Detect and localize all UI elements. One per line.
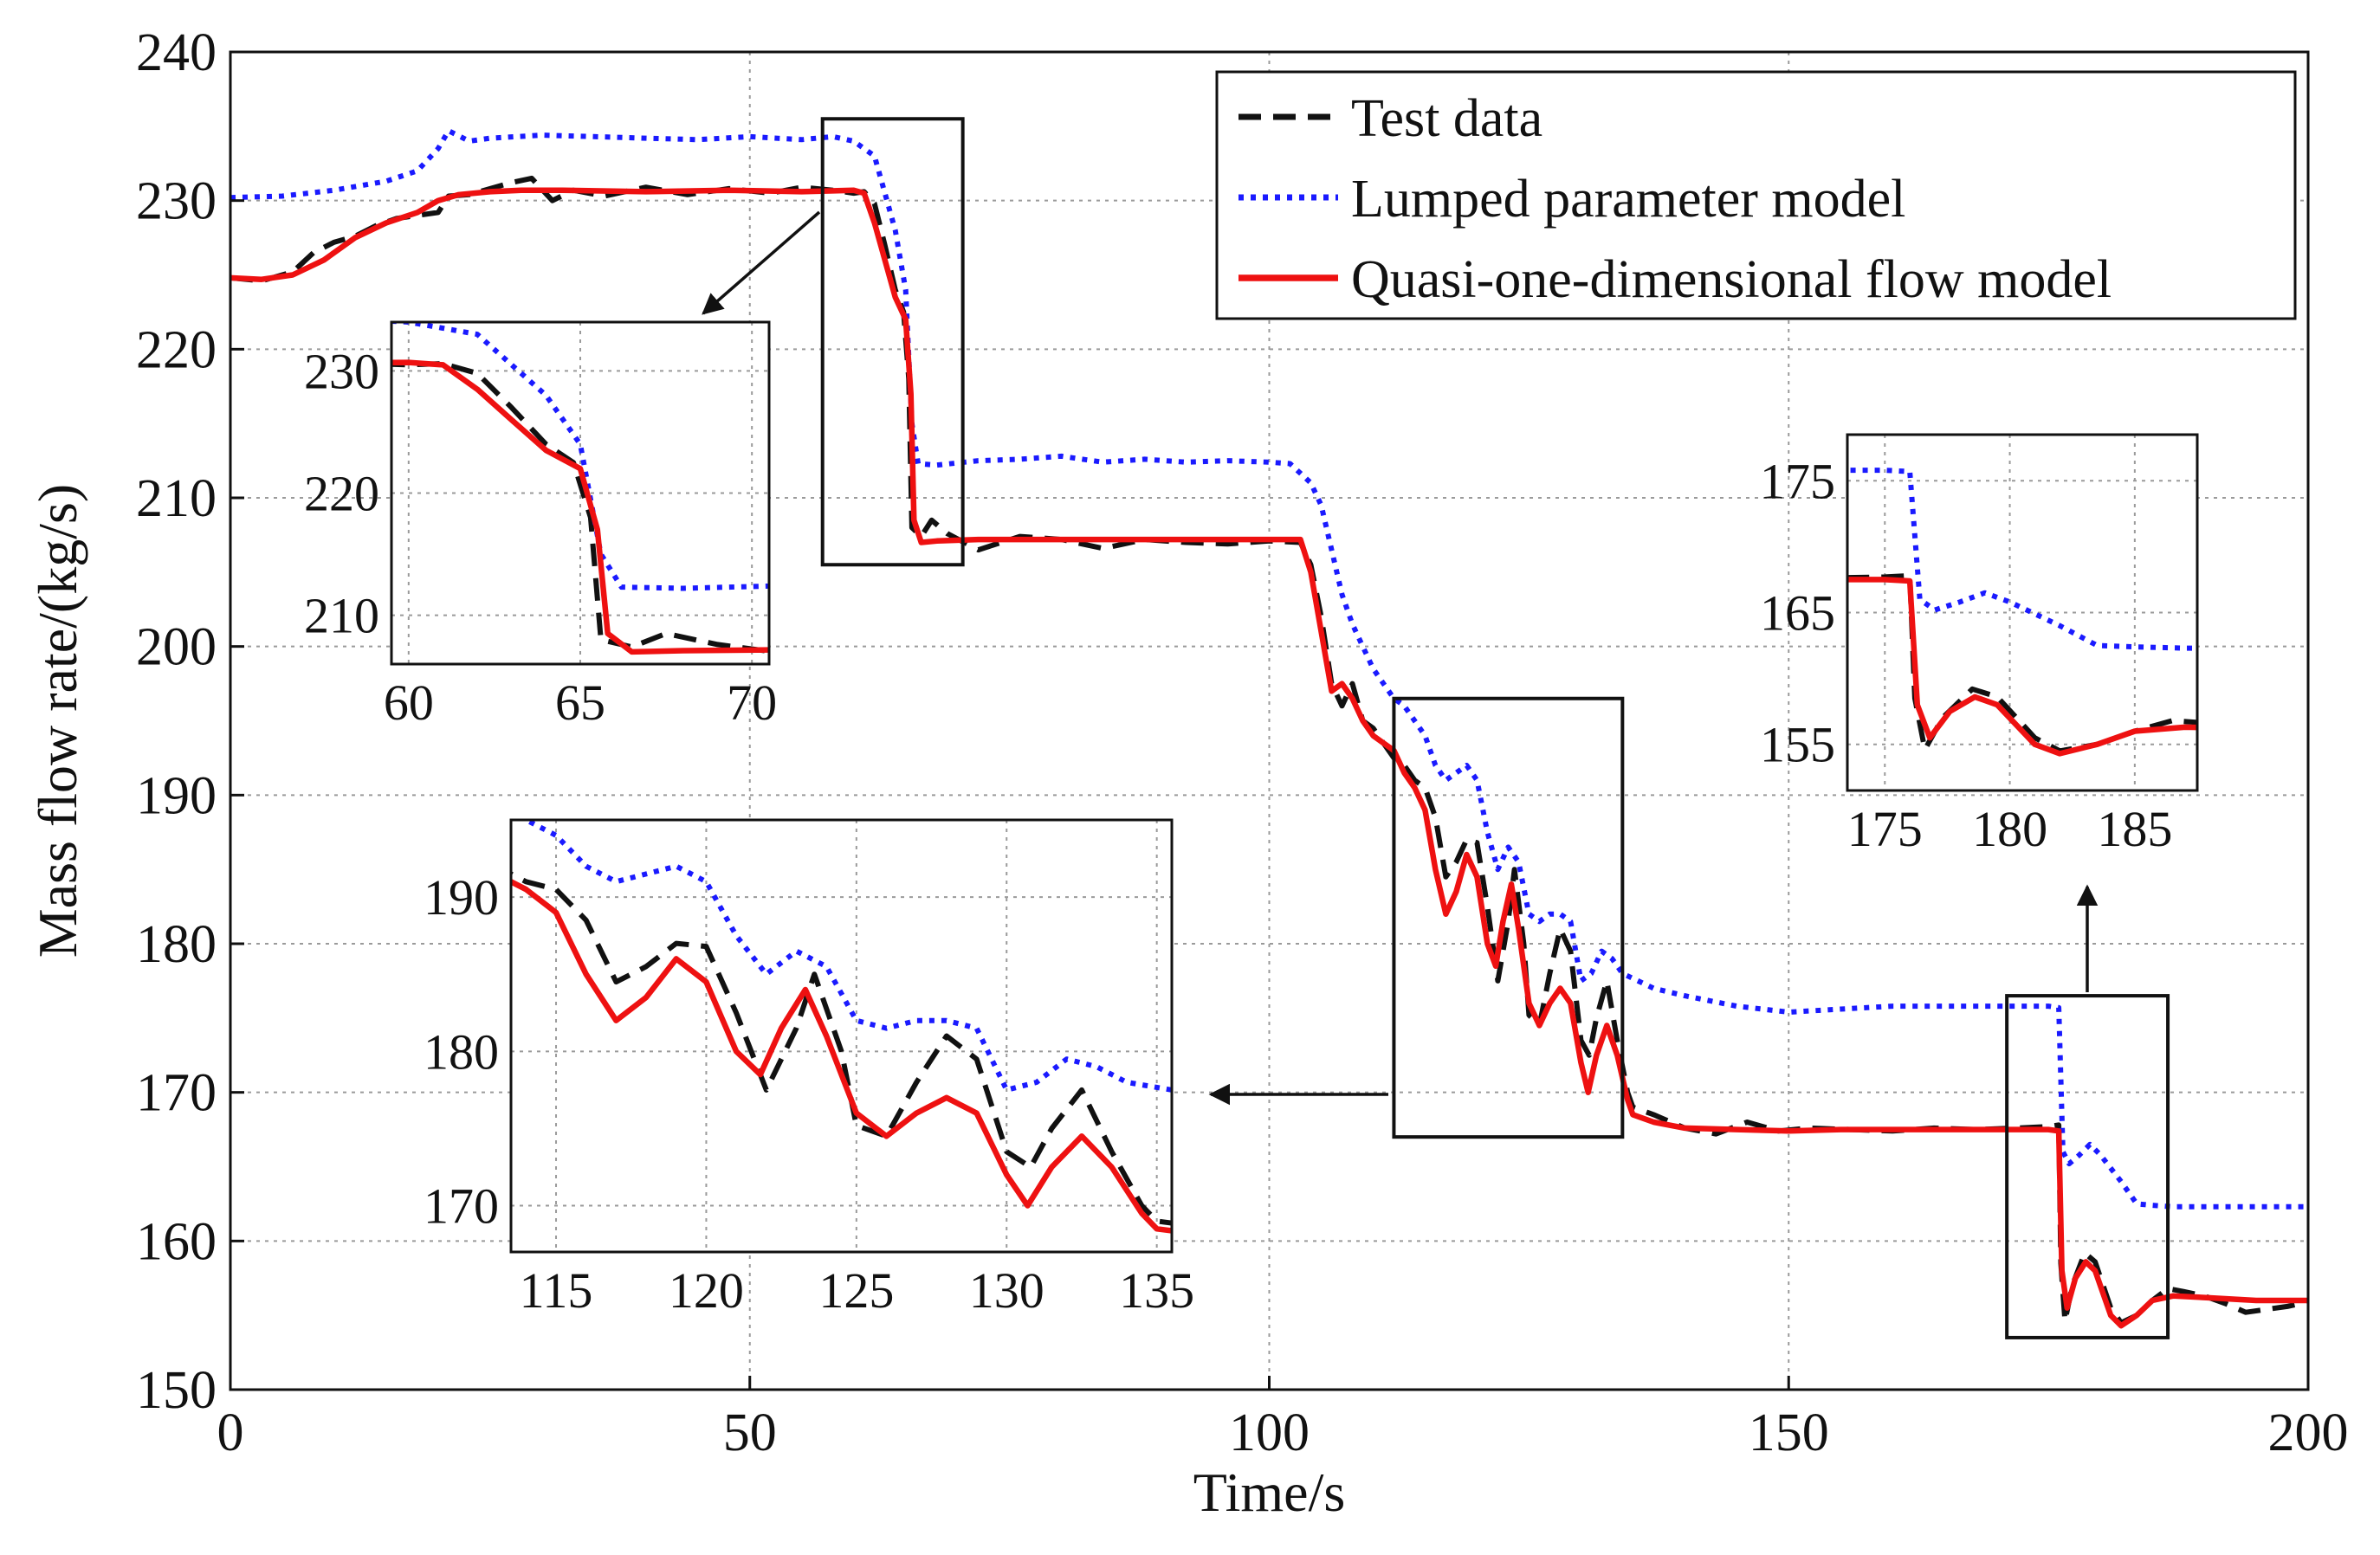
inset-2-x-tick-label-2: 125 [818,1262,894,1319]
inset-1-group: 60 65 70 210 220 230 [304,117,965,731]
inset-3-group: 175 180 185 155 165 175 [1760,433,2199,1339]
x-tick-label-3: 150 [1749,1403,1829,1462]
y-tick-label-4: 190 [136,766,217,825]
legend-label-1: Lumped parameter model [1351,170,1905,229]
main-series-group [230,128,2308,1329]
inset-2-x-tick-label-4: 135 [1119,1262,1194,1319]
inset-3-zoom-box [2005,994,2170,1339]
inset-1-x-tick-label-1: 65 [555,674,605,731]
main-ticks: 0 50 100 150 200 150 160 170 180 190 200 210 220 230 2… [136,23,2349,1462]
y-tick-label-0: 150 [136,1361,217,1420]
y-tick-label-9: 240 [136,23,217,82]
inset-2-series-group [511,820,1172,1234]
y-tick-label-3: 180 [136,915,217,974]
x-axis-title: Time/s [1193,1461,1346,1523]
inset-2-x-tick-label-1: 120 [669,1262,744,1319]
inset-2-x-tick-label-0: 115 [520,1262,593,1319]
inset-2-zoom-box [1392,696,1625,1139]
inset-3-frame [1846,433,2199,792]
inset-2-series-line-2 [511,878,1172,1234]
inset-2-y-tick-label-2: 190 [424,869,499,926]
main-grid [230,52,2308,1390]
legend-box [1215,70,2297,320]
inset-3-y-tick-label-1: 165 [1760,585,1835,642]
inset-1-x-tick-label-2: 70 [727,674,777,731]
inset-3-series-line-0 [1847,572,2197,754]
x-tick-label-0: 0 [217,1403,244,1462]
main-series-line-1 [230,128,2308,1210]
legend-label-0: Test data [1351,89,1542,148]
y-tick-label-8: 230 [136,172,217,231]
x-tick-label-4: 200 [2268,1403,2349,1462]
y-axis-title: Mass flow rate/(kg/s) [27,484,88,958]
y-tick-label-5: 200 [136,618,217,677]
inset-2-y-tick-label-0: 170 [424,1178,499,1235]
inset-3-series-group [1847,468,2197,757]
main-series-line-2 [230,187,2308,1329]
inset-3-y-tick-label-2: 175 [1760,453,1835,509]
inset-3-x-tick-label-0: 175 [1847,801,1923,857]
inset-1-y-tick-label-2: 230 [304,343,379,399]
inset-1-y-tick-label-1: 220 [304,466,379,522]
x-tick-label-1: 50 [723,1403,777,1462]
y-tick-label-7: 220 [136,320,217,379]
inset-3-x-tick-label-2: 185 [2097,801,2172,857]
inset-3-x-tick-label-1: 180 [1972,801,2047,857]
y-tick-label-2: 170 [136,1064,217,1123]
inset-1-y-tick-label-0: 210 [304,588,379,644]
legend-label-2: Quasi-one-dimensional flow model [1351,250,2112,309]
inset-2-y-tick-label-1: 180 [424,1023,499,1080]
inset-1-zoom-box [820,117,965,567]
x-tick-label-2: 100 [1229,1403,1310,1462]
inset-1-x-tick-label-0: 60 [384,674,434,731]
inset-3-y-tick-label-0: 155 [1760,717,1835,773]
inset-1-frame [390,320,771,666]
y-tick-label-1: 160 [136,1212,217,1271]
legend: Test data Lumped parameter model Quasi-one… [1215,70,2297,320]
inset-2-x-tick-label-3: 130 [969,1262,1044,1319]
y-tick-label-6: 210 [136,469,217,528]
main-series-line-0 [230,175,2308,1326]
inset-2-background [511,820,1172,1252]
inset-1-pointer-arrow [702,210,821,315]
inset-2-group: 115 120 125 130 135 170 180 190 [424,696,1625,1319]
inset-2-frame [509,818,1174,1254]
